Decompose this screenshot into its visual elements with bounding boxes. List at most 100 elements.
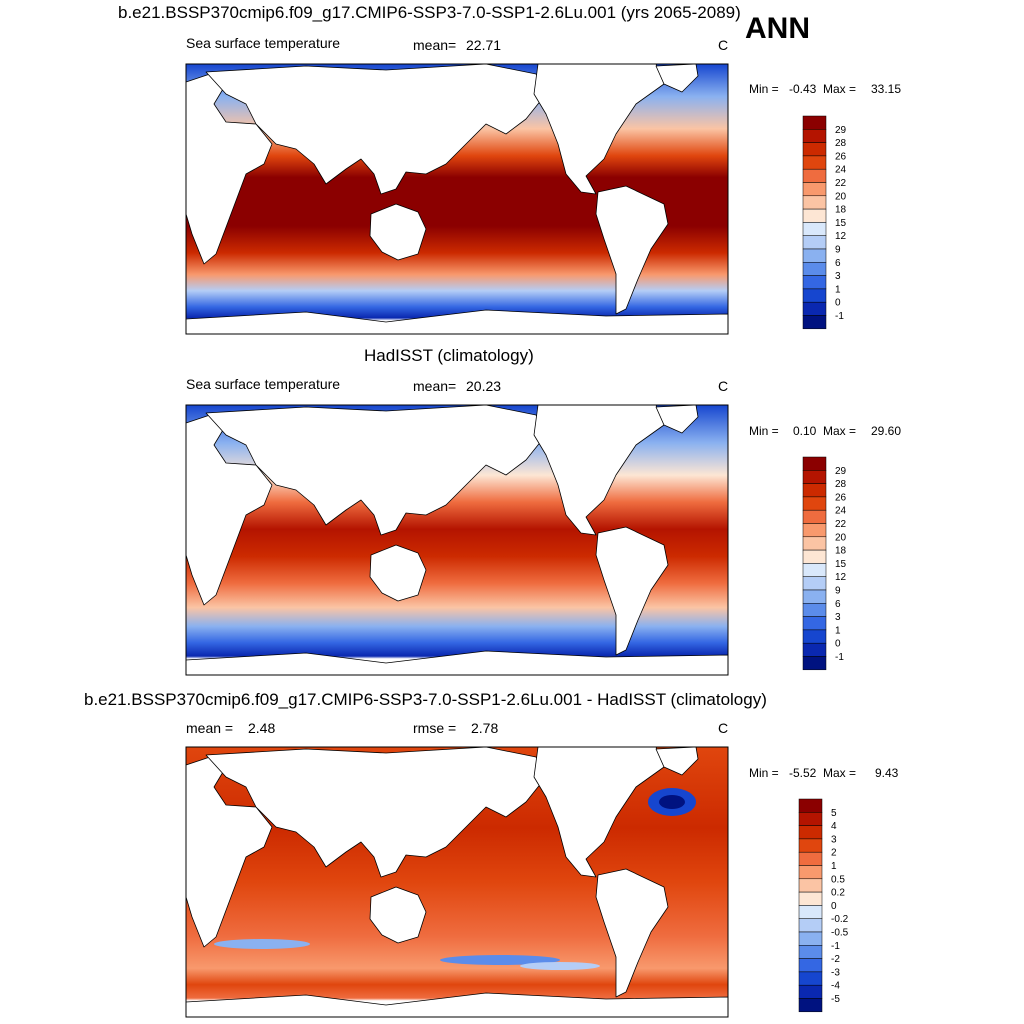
colorbar2-swatch: [802, 576, 827, 591]
colorbar2-tick-label: 3: [835, 612, 841, 623]
colorbar1-tick-label: 1: [835, 284, 841, 295]
colorbar1-swatch: [802, 168, 827, 183]
colorbar3-swatch: [798, 851, 823, 866]
panel3-title: b.e21.BSSP370cmip6.f09_g17.CMIP6-SSP3-7.…: [84, 690, 767, 709]
panel2-map-frame: [185, 404, 729, 676]
colorbar3-swatch: [798, 905, 823, 919]
colorbar1-swatch: [802, 115, 827, 130]
panel1-min-value: -0.43: [789, 82, 817, 96]
colorbar1-swatch: [802, 235, 827, 250]
colorbar2-swatch: [802, 616, 827, 631]
season-label: ANN: [745, 12, 810, 45]
colorbar2-swatch: [802, 563, 827, 577]
panel3-mean-value: 2.48: [248, 720, 276, 736]
colorbar2-swatch: [802, 496, 827, 511]
colorbar3-tick-label: -3: [831, 967, 840, 978]
panel2-min-label: Min =: [749, 424, 779, 438]
colorbar2-tick-label: 24: [835, 506, 847, 517]
colorbar3-swatch: [798, 878, 823, 893]
colorbar1-tick-label: 20: [835, 191, 847, 202]
panel2-title: HadISST (climatology): [364, 346, 534, 365]
panel2-mean-value: 20.23: [466, 378, 502, 394]
panel1-variable: Sea surface temperature: [186, 35, 341, 51]
colorbar2-tick-label: 1: [835, 625, 841, 636]
colorbar1-swatch: [802, 129, 827, 143]
colorbar1-tick-label: 6: [835, 258, 841, 269]
colorbar2-swatch: [802, 629, 827, 644]
colorbar3-tick-label: 0.5: [831, 874, 845, 885]
colorbar2-tick-label: 15: [835, 559, 847, 570]
panel1-mean-value: 22.71: [466, 37, 502, 53]
colorbar1-tick-label: 28: [835, 138, 847, 149]
colorbar2-tick-label: 28: [835, 479, 847, 490]
colorbar3-tick-label: 1: [831, 861, 837, 872]
colorbar2-tick-label: 26: [835, 492, 847, 503]
colorbar3-swatch: [798, 838, 823, 853]
colorbar1-swatch: [802, 182, 827, 197]
colorbar1-tick-label: 15: [835, 218, 847, 229]
colorbar1-swatch: [802, 195, 827, 210]
colorbar1-swatch: [802, 275, 827, 290]
panel3-max-value: 9.43: [875, 766, 899, 780]
colorbar3-swatch: [798, 998, 823, 1013]
panel1-units: C: [718, 37, 729, 53]
colorbar2-swatch: [802, 642, 827, 657]
colorbar1-swatch: [802, 222, 827, 236]
colorbar3-swatch: [798, 931, 823, 946]
colorbar3-tick-label: -0.5: [831, 928, 849, 939]
colorbar2-swatch: [802, 456, 827, 471]
map2-continents: [185, 404, 729, 676]
panel3-min-value: -5.52: [789, 766, 817, 780]
colorbar1-tick-label: 3: [835, 271, 841, 282]
colorbar2-swatch: [802, 523, 827, 538]
colorbar2-tick-label: 9: [835, 586, 841, 597]
colorbar2-swatch: [802, 509, 827, 524]
colorbar3-swatch: [798, 958, 823, 973]
colorbar3-swatch: [798, 945, 823, 959]
panel3-units: C: [718, 720, 729, 736]
colorbar3-swatch: [798, 825, 823, 840]
colorbar3-tick-label: 0: [831, 901, 837, 912]
panel3-southern-ocean-cold-patch: [214, 939, 310, 949]
map1-continents: [185, 63, 729, 335]
colorbar3-tick-label: 0.2: [831, 888, 845, 899]
colorbar1-tick-label: 26: [835, 151, 847, 162]
colorbar2-tick-label: 18: [835, 546, 847, 557]
colorbar3-tick-label: -0.2: [831, 914, 849, 925]
panel3-map: [185, 746, 729, 1018]
panel1-min-label: Min =: [749, 82, 779, 96]
colorbar3-tick-label: -1: [831, 941, 840, 952]
colorbar1-tick-label: 24: [835, 165, 847, 176]
colorbar3-tick-label: 5: [831, 808, 837, 819]
colorbar3-swatch: [798, 918, 823, 933]
colorbar3-tick-label: -2: [831, 954, 840, 965]
colorbar1-tick-label: 12: [835, 231, 847, 242]
colorbar2-tick-label: 22: [835, 519, 847, 530]
panel1-max-label: Max =: [823, 82, 857, 96]
colorbar1-swatch: [802, 142, 827, 157]
colorbar1-swatch: [802, 155, 827, 170]
panel3-mean-label: mean =: [186, 720, 234, 736]
colorbar2-swatch: [802, 483, 827, 498]
panel1-max-value: 33.15: [871, 82, 902, 96]
panel3-map-frame: [185, 746, 729, 1018]
colorbar2-tick-label: -1: [835, 652, 844, 663]
panel3-rmse-value: 2.78: [471, 720, 499, 736]
panel2-map: [185, 404, 729, 676]
panel2-max-value: 29.60: [871, 424, 902, 438]
colorbar2-swatch: [802, 549, 827, 564]
panel2-mean-label: mean=: [413, 378, 457, 394]
colorbar2-tick-label: 29: [835, 466, 847, 477]
colorbar3-swatch: [798, 812, 823, 826]
colorbar3-tick-label: 3: [831, 834, 837, 845]
colorbar2-tick-label: 6: [835, 599, 841, 610]
panel3-min-label: Min =: [749, 766, 779, 780]
panel1-colorbar: 29 28 26 24 22 20 18 15 12 9 6 3 1 0 -1: [802, 115, 847, 330]
colorbar2-swatch: [802, 589, 827, 604]
colorbar3-swatch: [798, 865, 823, 880]
colorbar1-tick-label: -1: [835, 311, 844, 322]
colorbar2-swatch: [802, 470, 827, 484]
panel2-max-label: Max =: [823, 424, 857, 438]
colorbar3-swatch: [798, 798, 823, 813]
